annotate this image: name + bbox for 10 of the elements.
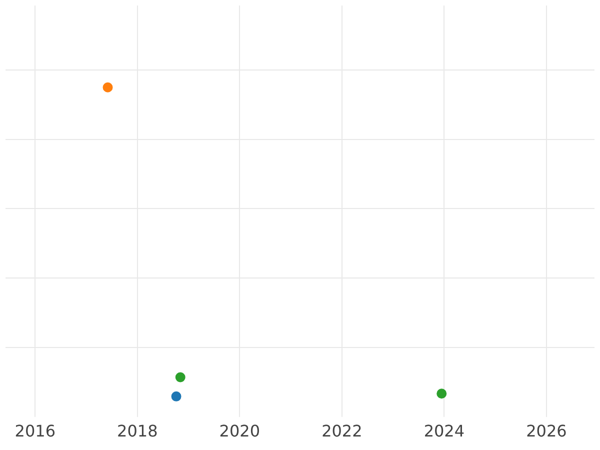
x-tick-label: 2016	[14, 422, 56, 441]
point	[171, 391, 182, 402]
x-tick-label: 2018	[117, 422, 158, 441]
point	[436, 388, 447, 399]
x-tick-label: 2022	[322, 422, 362, 441]
x-tick-label: 2024	[424, 422, 465, 441]
point	[175, 372, 186, 382]
x-tick-label: 2020	[219, 422, 260, 441]
x-tick-label: 2026	[526, 422, 567, 441]
point	[102, 82, 113, 92]
